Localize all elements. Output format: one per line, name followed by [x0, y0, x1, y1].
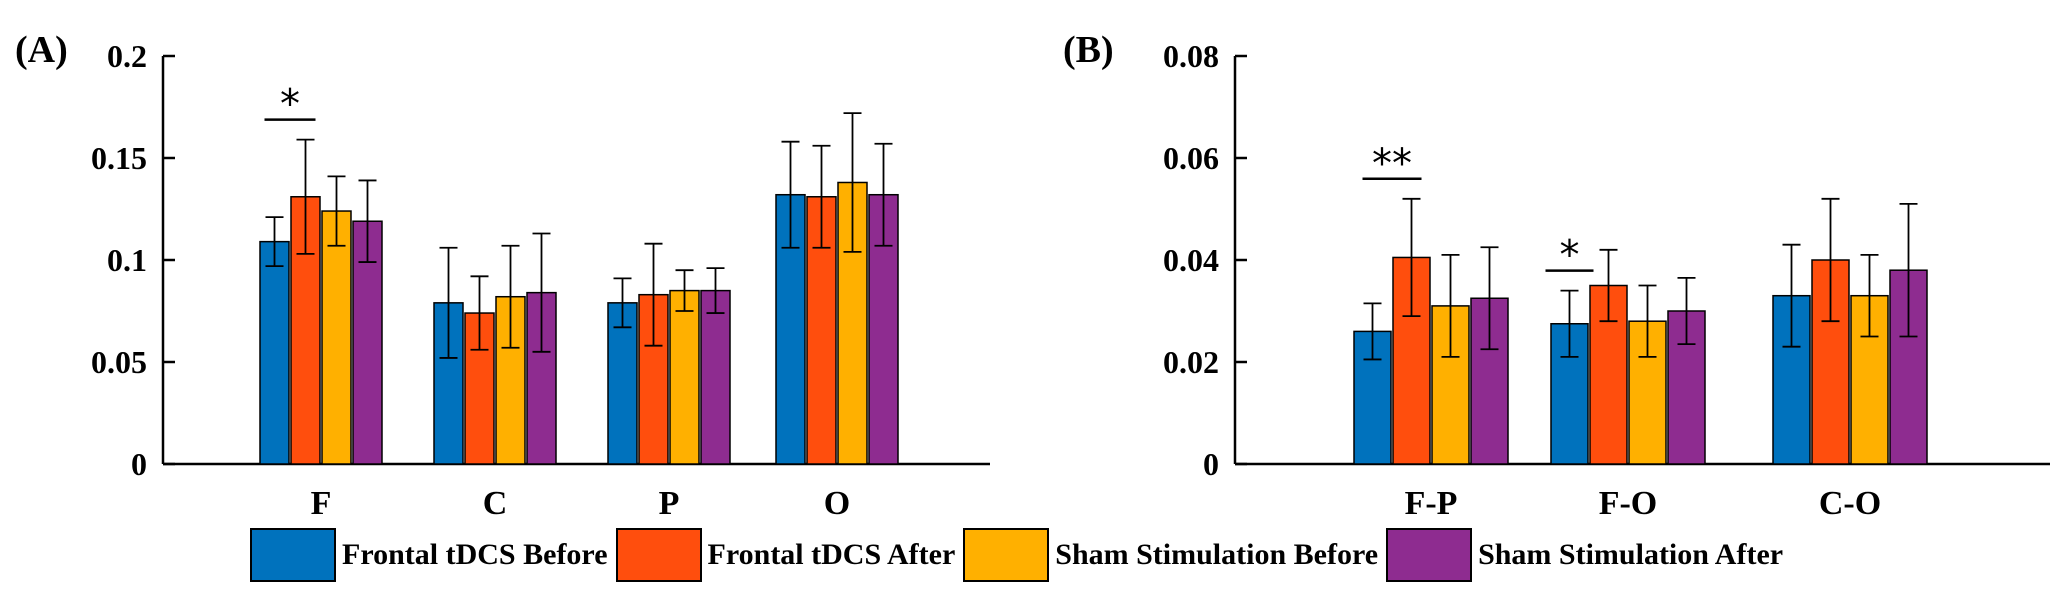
bar-sham-stimulation-before-f: [321, 210, 352, 465]
panel-label-b: (B): [1063, 29, 1114, 71]
y-tick-label: 0: [131, 446, 147, 482]
error-bar-sham-stimulation-after-f-p: [1480, 246, 1499, 351]
error-bar-frontal-tdcs-after-c: [470, 275, 489, 351]
y-tick-label: 0.02: [1163, 344, 1219, 380]
error-bar-frontal-tdcs-before-o: [781, 140, 800, 249]
error-bar-sham-stimulation-before-f-o: [1638, 284, 1657, 358]
category-label-f-p: F-P: [1405, 485, 1458, 522]
legend: Frontal tDCS Before Frontal tDCS After S…: [250, 527, 1791, 583]
category-label-p: P: [659, 485, 680, 522]
category-label-f-o: F-O: [1599, 485, 1658, 522]
error-bar-frontal-tdcs-after-f: [296, 138, 315, 255]
y-tick-label: 0.06: [1163, 140, 1219, 176]
bar-frontal-tdcs-before-f: [259, 240, 290, 465]
error-bar-sham-stimulation-before-c: [501, 244, 520, 349]
category-label-c: C: [483, 485, 508, 522]
error-bar-sham-stimulation-before-f: [327, 175, 346, 247]
error-bar-frontal-tdcs-after-p: [644, 242, 663, 347]
error-bar-sham-stimulation-before-o: [843, 112, 862, 253]
legend-swatch-frontal-before: [250, 528, 336, 582]
error-bar-frontal-tdcs-before-f-p: [1363, 302, 1382, 361]
significance-marker: **: [1372, 141, 1412, 187]
panel-a-chart: (A) 0 0.05 0.1 0.15 0.2 F C P O *: [15, 29, 990, 522]
error-bar-sham-stimulation-after-c: [532, 232, 551, 353]
category-label-f: F: [311, 485, 332, 522]
y-tick-label: 0.04: [1163, 242, 1219, 278]
legend-item-frontal-before: Frontal tDCS Before: [250, 528, 608, 582]
y-tick-label: 0.15: [91, 140, 147, 176]
error-bar-sham-stimulation-after-o: [874, 142, 893, 247]
bar-sham-stimulation-before-p: [669, 289, 700, 465]
error-bar-sham-stimulation-after-c-o: [1899, 202, 1918, 338]
bar-sham-stimulation-after-p: [700, 289, 731, 465]
panel-label-a: (A): [15, 29, 68, 71]
error-bar-frontal-tdcs-before-f: [265, 216, 284, 268]
legend-label-sham-after: Sham Stimulation After: [1478, 538, 1784, 571]
legend-item-sham-before: Sham Stimulation Before: [963, 528, 1378, 582]
y-tick-label: 0.05: [91, 344, 147, 380]
legend-swatch-frontal-after: [615, 528, 702, 582]
error-bar-frontal-tdcs-after-c-o: [1821, 197, 1840, 323]
error-bar-sham-stimulation-after-f-o: [1677, 276, 1696, 346]
significance-marker: *: [280, 82, 300, 128]
panel-b-chart: (B)00.020.040.060.08F-P F-O C-O***: [1063, 29, 2050, 522]
error-bar-frontal-tdcs-after-o: [812, 144, 831, 249]
y-tick-label: 0.2: [107, 38, 147, 74]
legend-item-sham-after: Sham Stimulation After: [1386, 528, 1783, 582]
error-bar-frontal-tdcs-before-c: [439, 246, 458, 359]
y-tick-label: 0.08: [1163, 38, 1219, 74]
legend-item-frontal-after: Frontal tDCS After: [615, 528, 956, 582]
error-bar-sham-stimulation-before-c-o: [1860, 253, 1879, 338]
legend-label-sham-before: Sham Stimulation Before: [1055, 538, 1379, 571]
y-tick-label: 0.1: [107, 242, 147, 278]
error-bar-sham-stimulation-after-f: [358, 179, 377, 263]
legend-label-frontal-after: Frontal tDCS After: [707, 538, 956, 571]
category-label-o: O: [824, 485, 850, 522]
legend-swatch-sham-before: [963, 528, 1050, 582]
error-bar-frontal-tdcs-after-f-p: [1402, 197, 1421, 318]
legend-label-frontal-before: Frontal tDCS Before: [342, 538, 608, 571]
error-bar-sham-stimulation-before-p: [675, 269, 694, 312]
category-label-c-o: C-O: [1819, 485, 1881, 522]
bar-frontal-tdcs-before-p: [607, 302, 638, 465]
error-bar-sham-stimulation-before-f-p: [1441, 253, 1460, 358]
legend-swatch-sham-after: [1386, 528, 1473, 582]
error-bar-frontal-tdcs-before-c-o: [1782, 243, 1801, 348]
figure-canvas: (A) 0 0.05 0.1 0.15 0.2 F C P O * (B) 0 0.02 0.04 0.06…: [15, 29, 2050, 522]
error-bar-frontal-tdcs-before-p: [613, 277, 632, 329]
significance-marker: *: [1560, 233, 1580, 279]
y-tick-label: 0: [1203, 446, 1219, 482]
error-bar-frontal-tdcs-before-f-o: [1560, 289, 1579, 358]
bar-frontal-tdcs-before-f-o: [1550, 323, 1589, 465]
error-bar-frontal-tdcs-after-f-o: [1599, 248, 1618, 323]
error-bar-sham-stimulation-after-p: [706, 267, 725, 314]
